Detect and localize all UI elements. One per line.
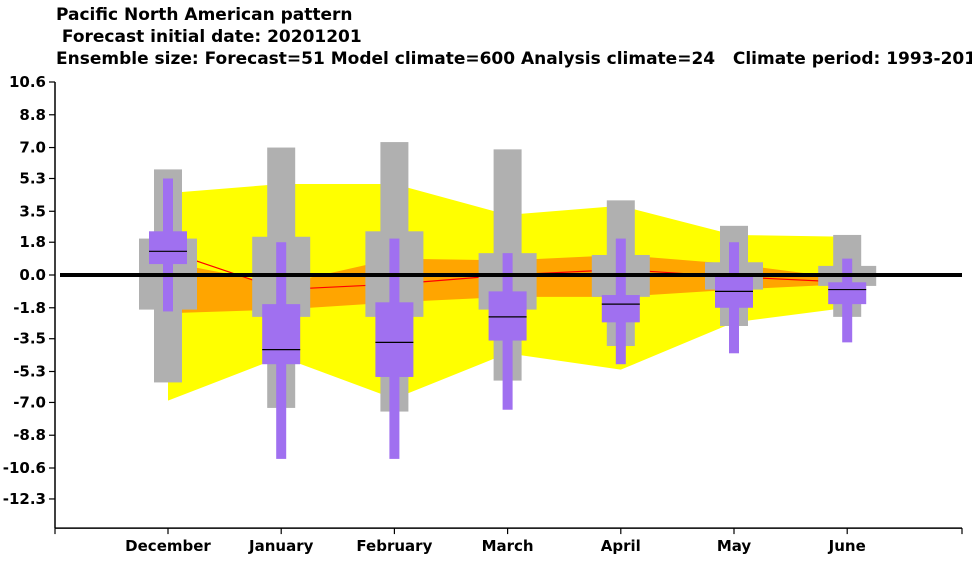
y-tick-label: 3.5 [19,202,46,220]
forecast-box [828,282,867,305]
y-tick-label: 7.0 [19,139,46,157]
y-tick-label: 10.6 [9,73,46,91]
x-tick-label: February [356,537,432,555]
y-tick-label: 1.8 [19,233,46,251]
y-tick-label: 8.8 [19,106,46,124]
x-tick-label: April [601,537,641,555]
forecast-box [375,302,414,377]
x-tick-label: March [482,537,534,555]
x-tick-label: May [717,537,752,555]
forecast-box [149,231,187,265]
x-tick-label: December [125,537,211,555]
chart-title: Pacific North American pattern [56,5,353,25]
y-tick-label: -3.5 [13,330,46,348]
y-tick-label: -8.8 [13,426,46,444]
y-tick-label: 5.3 [19,170,46,188]
x-tick-label: June [828,537,866,555]
y-tick-label: -10.6 [3,459,46,477]
chart-title-block: Pacific North American pattern Forecast … [56,4,972,70]
forecast-box [601,295,640,323]
x-tick-label: January [248,537,314,555]
y-tick-label: -1.8 [13,299,46,317]
y-tick-label: -12.3 [3,490,46,508]
y-tick-label: 0.0 [19,266,46,284]
forecast-box [488,291,527,341]
ensemble-info-subtitle: Ensemble size: Forecast=51 Model climate… [56,49,972,69]
forecast-date-subtitle: Forecast initial date: 20201201 [56,27,362,47]
y-tick-label: -7.0 [13,393,46,411]
y-tick-label: -5.3 [13,363,46,381]
forecast-box [262,304,301,365]
